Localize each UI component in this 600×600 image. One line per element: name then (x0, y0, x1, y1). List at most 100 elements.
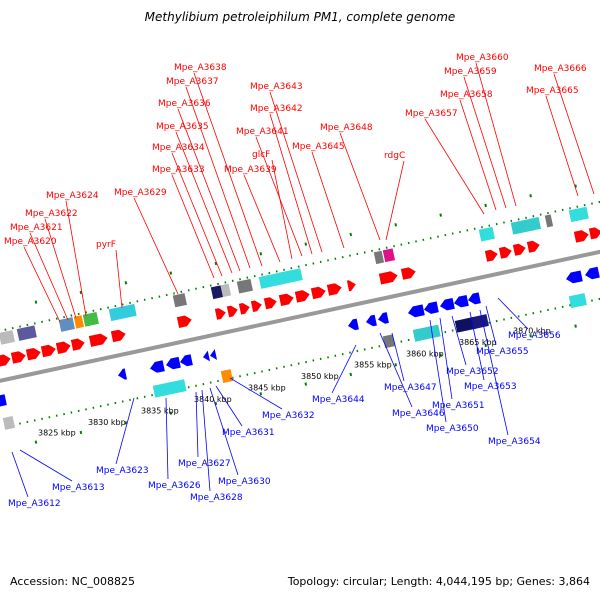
forward-gene-arrow (40, 344, 56, 358)
label-leader (209, 387, 239, 476)
reverse-gene-label: Mpe_A3647 (384, 383, 437, 393)
forward-gene-arrow (250, 300, 262, 313)
label-leader (439, 317, 453, 400)
label-leader (339, 132, 381, 241)
reverse-gene-label: Mpe_A3652 (446, 367, 499, 377)
feature-box (382, 248, 396, 263)
forward-gene-label: pyrF (96, 240, 116, 250)
forward-gene-label: Mpe_A3624 (46, 191, 99, 201)
label-leader (497, 297, 529, 330)
forward-gene-arrow (214, 308, 226, 320)
label-leader (379, 332, 413, 408)
label-leader (463, 76, 507, 209)
label-leader (479, 309, 509, 436)
reverse-gene-label: Mpe_A3613 (52, 483, 105, 493)
forward-gene-label: Mpe_A3643 (250, 82, 303, 92)
feature-box (510, 218, 535, 235)
label-leader (115, 397, 135, 465)
feature-box (258, 272, 283, 289)
label-leader (553, 73, 595, 195)
forward-gene-label: Mpe_A3660 (456, 53, 509, 63)
reverse-gene-label: Mpe_A3631 (222, 428, 275, 438)
forward-gene-label: Mpe_A3642 (250, 104, 303, 114)
feature-box (210, 285, 224, 300)
reverse-gene-arrow (366, 314, 377, 327)
label-leader (185, 86, 251, 269)
reverse-gene-arrow (348, 318, 359, 331)
feature-box (58, 317, 75, 332)
feature-box (278, 268, 303, 285)
label-leader (269, 113, 313, 255)
reverse-gene-arrow (424, 301, 439, 314)
forward-gene-label: glcF (252, 150, 270, 160)
forward-gene-arrow (110, 329, 126, 343)
label-leader (195, 391, 199, 458)
label-leader (255, 136, 303, 257)
forward-gene-label: Mpe_A3657 (405, 109, 458, 119)
forward-gene-arrow (378, 271, 398, 285)
label-leader (133, 197, 179, 295)
label-leader (311, 151, 345, 249)
feature-box (528, 216, 542, 231)
forward-gene-label: Mpe_A3622 (25, 209, 78, 219)
feature-box (16, 325, 37, 341)
feature-box (220, 283, 232, 297)
forward-gene-arrow (484, 249, 498, 262)
reverse-gene-label: Mpe_A3623 (96, 466, 149, 476)
forward-gene-arrow (573, 230, 589, 243)
label-leader (175, 131, 233, 274)
label-leader (19, 449, 73, 482)
label-leader (385, 160, 405, 241)
reverse-gene-arrow (440, 297, 455, 311)
reverse-gene-label: Mpe_A3655 (476, 347, 529, 357)
forward-gene-arrow (10, 351, 26, 364)
forward-gene-label: Mpe_A3666 (534, 64, 587, 74)
feature-box (172, 293, 187, 308)
feature-box (373, 250, 385, 265)
label-leader (485, 305, 497, 346)
label-leader (271, 159, 293, 260)
label-leader (429, 319, 447, 423)
feature-box (382, 334, 396, 349)
label-leader (165, 397, 169, 480)
forward-gene-label: Mpe_A3659 (444, 67, 497, 77)
label-leader (391, 332, 405, 382)
forward-gene-label: Mpe_A3634 (152, 143, 205, 153)
forward-gene-label: Mpe_A3641 (236, 127, 289, 137)
scale-tick-label: 3825 kbp (38, 429, 76, 438)
reverse-gene-arrow (408, 304, 425, 318)
reverse-gene-label: Mpe_A3656 (508, 331, 561, 341)
label-leader (475, 62, 517, 207)
forward-gene-label: Mpe_A3665 (526, 86, 579, 96)
forward-gene-label: Mpe_A3620 (4, 237, 57, 247)
forward-gene-arrow (294, 290, 310, 303)
label-leader (459, 99, 497, 211)
label-leader (29, 232, 69, 321)
feature-box (73, 315, 85, 329)
feature-box (236, 278, 253, 294)
forward-gene-label: Mpe_A3633 (152, 165, 205, 175)
reverse-gene-label: Mpe_A3654 (488, 437, 541, 447)
label-leader (424, 118, 485, 215)
forward-gene-label: rdgC (384, 151, 405, 161)
reverse-gene-label: Mpe_A3628 (190, 493, 243, 503)
label-leader (545, 95, 579, 197)
label-leader (11, 451, 29, 498)
forward-gene-label: Mpe_A3636 (158, 99, 211, 109)
forward-gene-arrow (346, 280, 356, 292)
scale-tick-label: 3840 kbp (194, 395, 232, 404)
forward-track-edge (0, 200, 600, 332)
scale-tick-label: 3865 kbp (459, 338, 497, 347)
genome-backbone (0, 249, 600, 383)
feature-box (220, 369, 234, 383)
label-leader (65, 200, 87, 317)
reverse-track-edge (0, 297, 600, 429)
feature-box (412, 324, 441, 342)
label-leader (171, 174, 215, 279)
forward-gene-label: Mpe_A3637 (166, 77, 219, 87)
reverse-gene-label: Mpe_A3632 (262, 411, 315, 421)
forward-gene-label: Mpe_A3635 (156, 122, 209, 132)
forward-gene-label: Mpe_A3638 (174, 63, 227, 73)
